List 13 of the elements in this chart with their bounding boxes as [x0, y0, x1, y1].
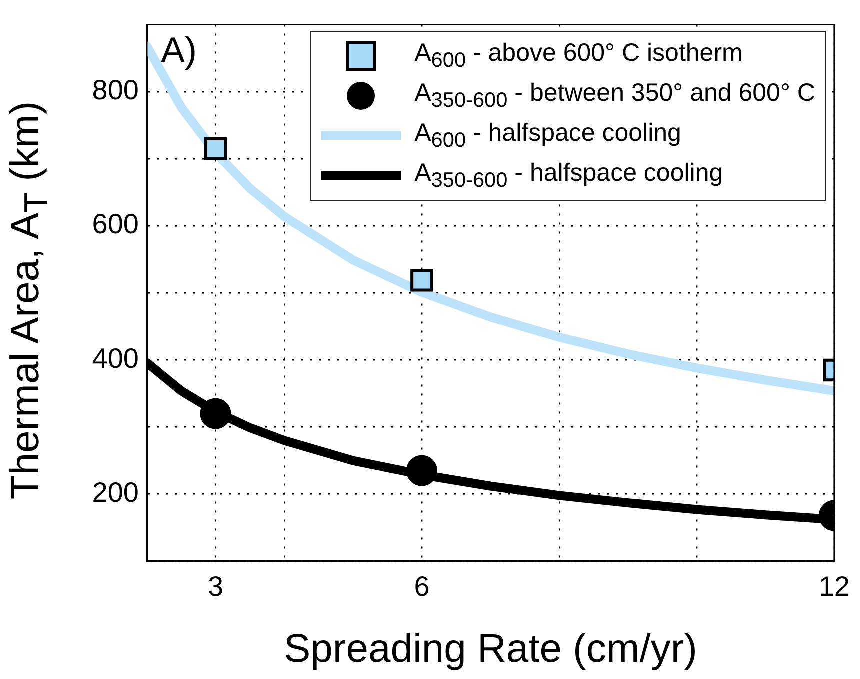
legend-label: A$_{600}$ - above 600° C isotherm	[414, 38, 743, 73]
x-tick-label: 12	[818, 570, 850, 602]
legend-label: A$_{350-600}$ - halfspace cooling	[414, 158, 724, 193]
legend-label: A$_{350-600}$ - between 350° and 600° C	[414, 78, 816, 113]
x-axis-title: Spreading Rate (cm/yr)	[284, 627, 698, 672]
y-tick-label: 600	[92, 208, 139, 240]
y-tick-label: 400	[92, 342, 139, 374]
legend-label: A$_{600}$ - halfspace cooling	[414, 118, 682, 153]
y-tick-label: 800	[92, 74, 139, 106]
x-tick-label: 6	[414, 570, 430, 602]
y-tick-label: 200	[92, 477, 139, 508]
annotation: A)	[161, 30, 197, 71]
x-tick-label: 3	[208, 570, 224, 602]
